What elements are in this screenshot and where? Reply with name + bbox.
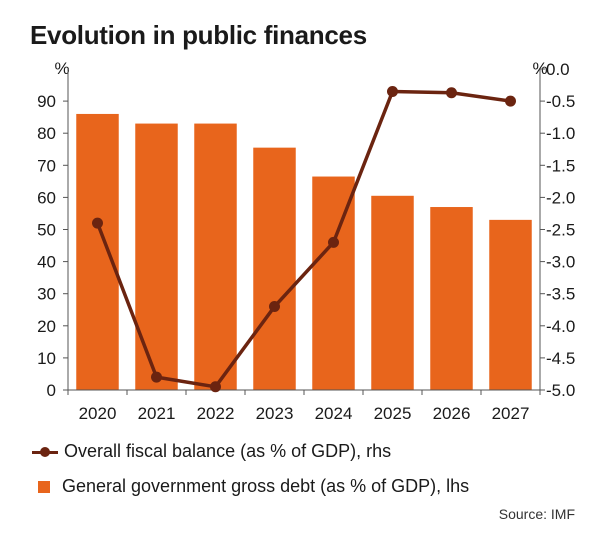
right-tick-label: -3.0 xyxy=(546,253,575,272)
x-tick-label: 2021 xyxy=(138,404,176,423)
legend-label-fiscal-balance: Overall fiscal balance (as % of GDP), rh… xyxy=(64,441,392,461)
fiscal-balance-point xyxy=(269,301,280,313)
right-tick-label: -5.0 xyxy=(546,381,575,400)
legend-label-gross-debt: General government gross debt (as % of G… xyxy=(62,476,470,496)
fiscal-balance-point xyxy=(92,217,103,229)
fiscal-balance-point xyxy=(387,85,398,97)
fiscal-balance-line xyxy=(95,89,511,389)
fiscal-balance-point xyxy=(210,381,221,393)
legend-line-swatch xyxy=(32,446,58,458)
right-tick-label: 0.0 xyxy=(546,60,570,79)
legend-item-fiscal-balance: Overall fiscal balance (as % of GDP), rh… xyxy=(32,441,391,462)
x-tick-label: 2026 xyxy=(433,404,471,423)
left-tick-label: 60 xyxy=(37,188,56,207)
right-tick-label: -3.5 xyxy=(546,285,575,304)
left-tick-label: 80 xyxy=(37,124,56,143)
left-tick-label: 20 xyxy=(37,317,56,336)
left-tick-label: 50 xyxy=(37,221,56,240)
left-tick-label: 40 xyxy=(37,253,56,272)
x-tick-label: 2020 xyxy=(79,404,117,423)
left-tick-label: 90 xyxy=(37,92,56,111)
debt-bar xyxy=(76,113,119,390)
debt-bar xyxy=(430,207,473,390)
debt-bar xyxy=(135,123,178,390)
source-note: Source: IMF xyxy=(498,506,575,522)
fiscal-balance-point xyxy=(151,371,162,383)
debt-bar xyxy=(194,123,237,390)
x-tick-label: 2022 xyxy=(197,404,235,423)
debt-bar xyxy=(312,176,355,390)
right-tick-label: -1.0 xyxy=(546,124,575,143)
left-tick-label: 30 xyxy=(37,285,56,304)
left-tick-label: 10 xyxy=(37,349,56,368)
debt-bar xyxy=(371,195,414,390)
chart-svg: %%01020304050607080900.0-0.5-1.0-1.5-2.0… xyxy=(37,59,575,423)
legend-item-gross-debt: General government gross debt (as % of G… xyxy=(32,476,469,497)
left-tick-label: 70 xyxy=(37,156,56,175)
x-tick-label: 2023 xyxy=(256,404,294,423)
right-tick-label: -4.0 xyxy=(546,317,575,336)
right-tick-label: -2.0 xyxy=(546,188,575,207)
x-tick-label: 2024 xyxy=(315,404,353,423)
right-tick-label: -4.5 xyxy=(546,349,575,368)
left-tick-label: 0 xyxy=(47,381,56,400)
fiscal-balance-point xyxy=(505,95,516,107)
debt-bar xyxy=(253,147,296,390)
chart-title: Evolution in public finances xyxy=(30,20,367,50)
fiscal-balance-point xyxy=(328,236,339,248)
x-tick-label: 2027 xyxy=(492,404,530,423)
right-tick-label: -0.5 xyxy=(546,92,575,111)
x-tick-label: 2025 xyxy=(374,404,412,423)
debt-bar xyxy=(489,219,532,390)
left-axis-unit: % xyxy=(54,59,69,78)
fiscal-balance-point xyxy=(446,87,457,99)
right-tick-label: -1.5 xyxy=(546,156,575,175)
right-tick-label: -2.5 xyxy=(546,221,575,240)
legend-bar-swatch xyxy=(38,480,50,493)
